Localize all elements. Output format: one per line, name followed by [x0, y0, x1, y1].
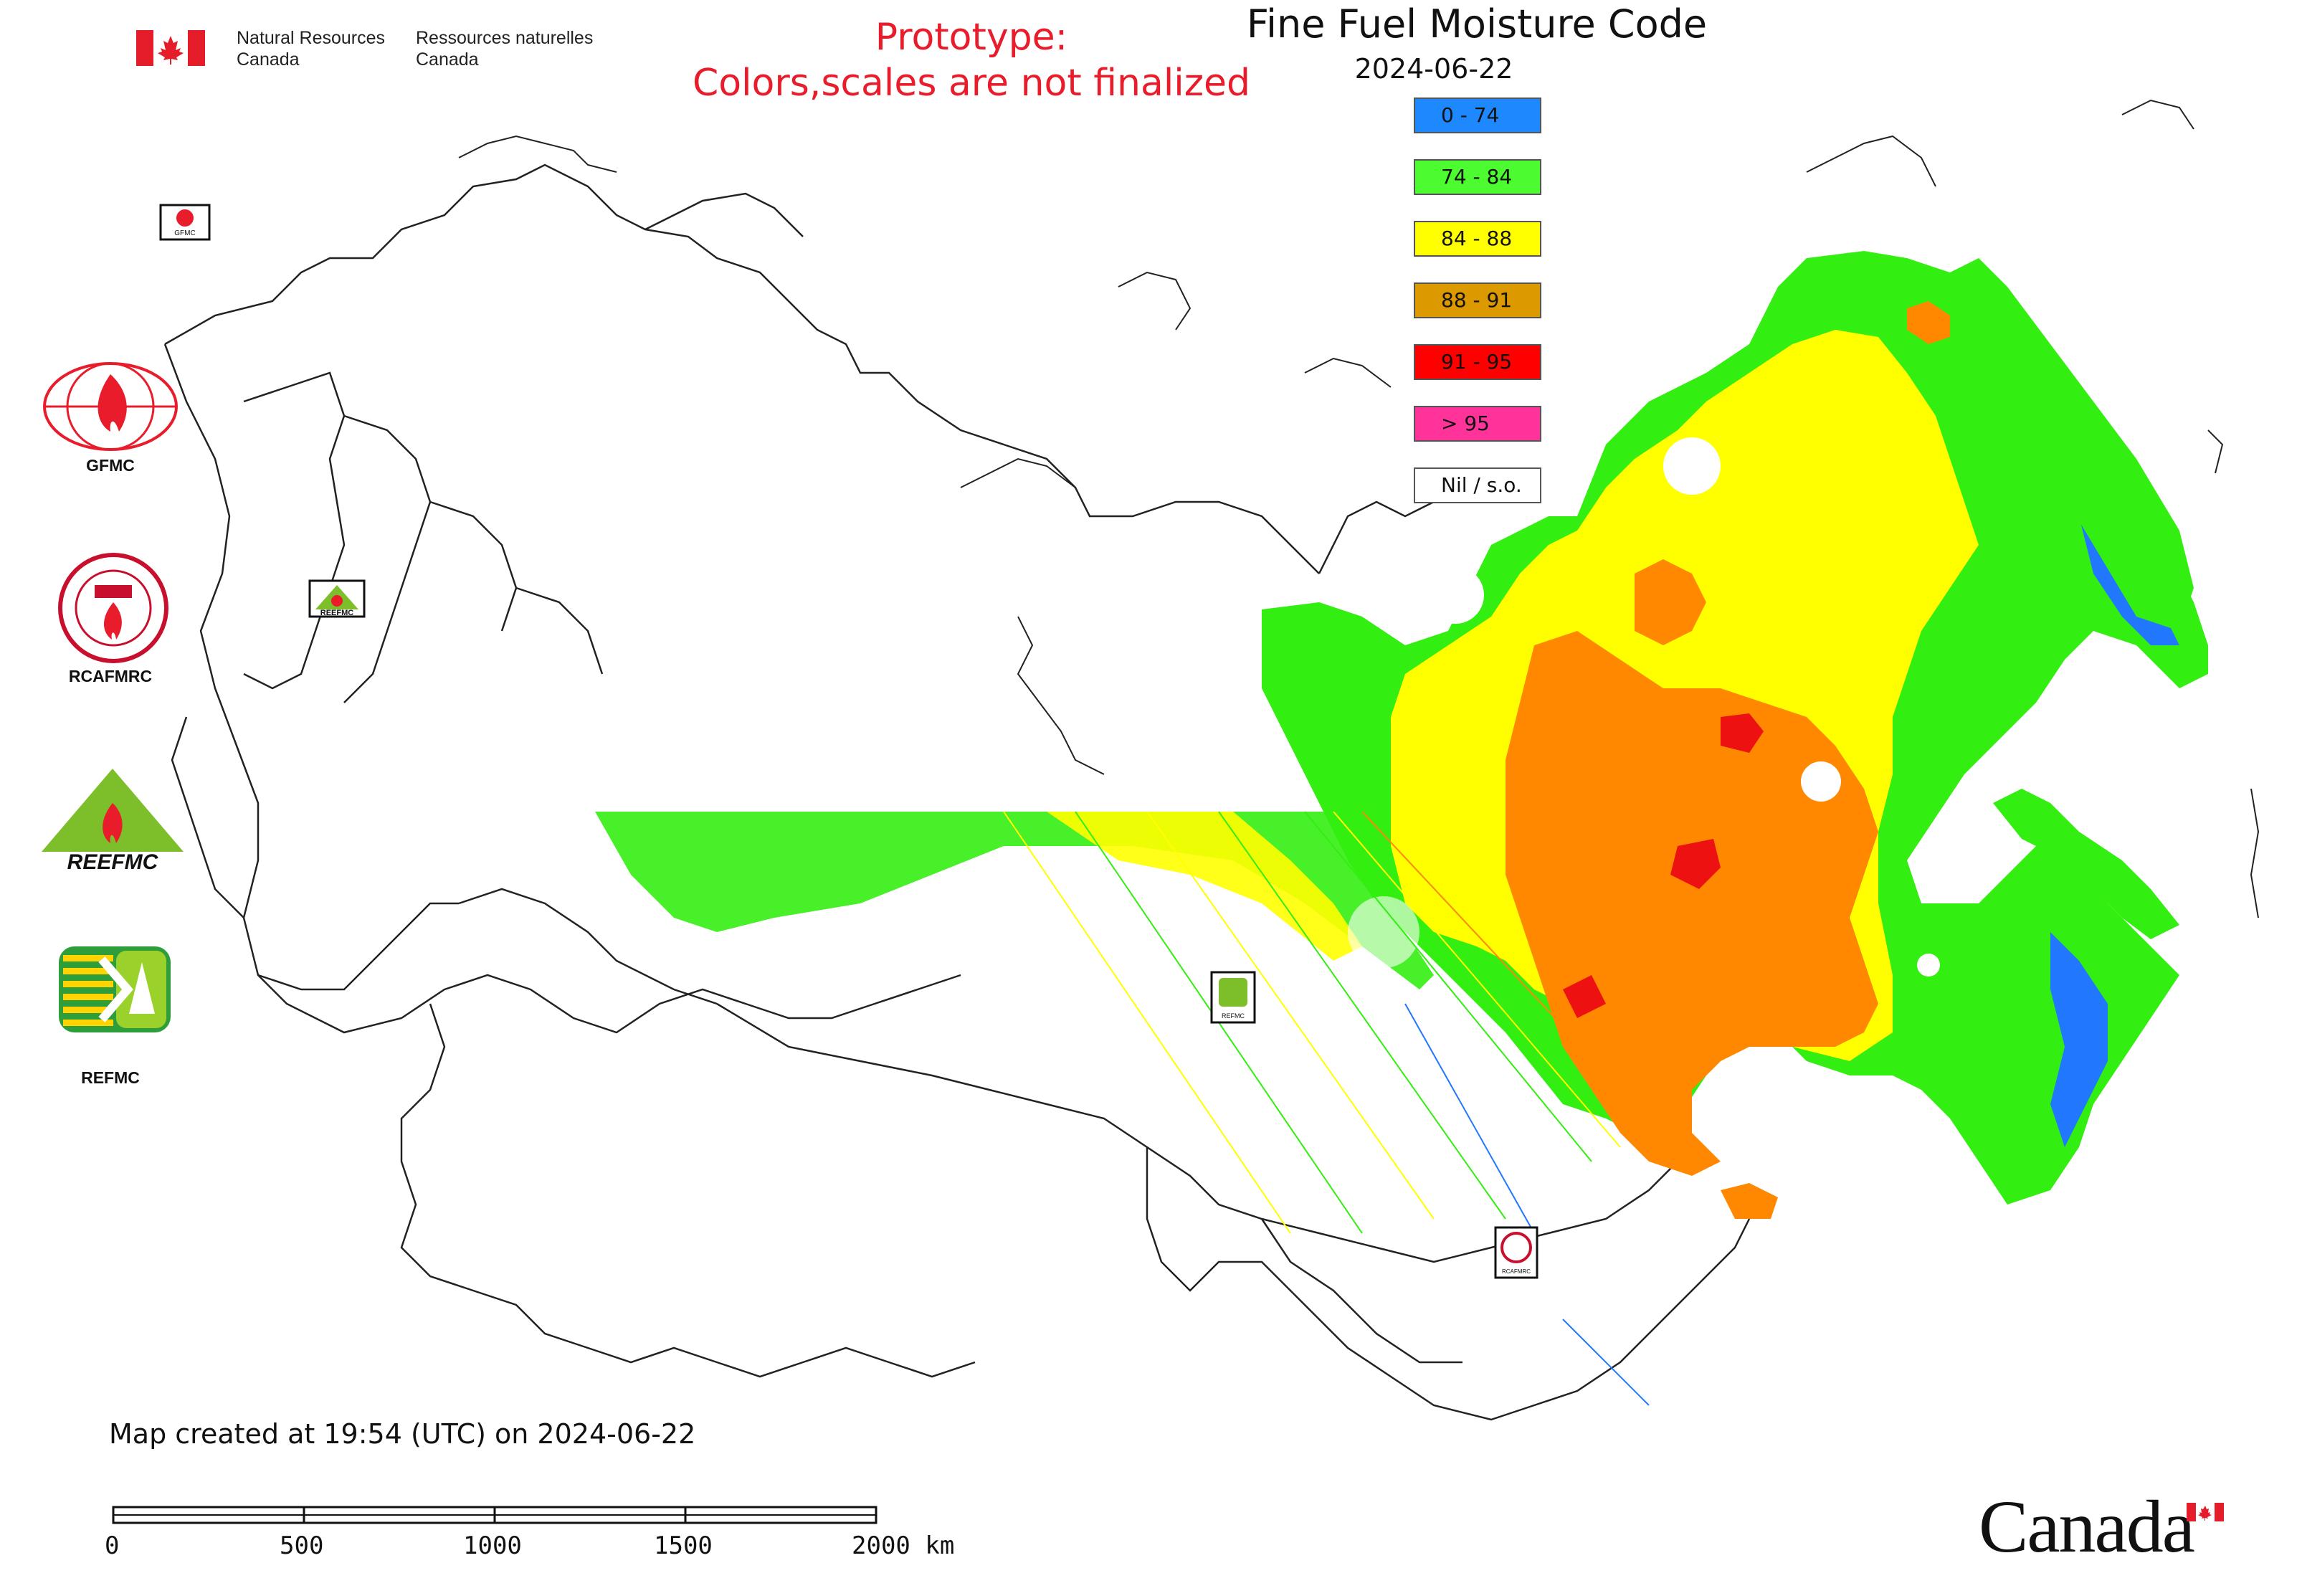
- scale-label-0: 0: [105, 1531, 120, 1560]
- legend-item-74-84: 74 - 84: [1414, 159, 1541, 195]
- legend-item-over-95: > 95: [1414, 406, 1541, 442]
- scale-label-1500: 1500: [654, 1531, 713, 1560]
- nil-hole-4: [1348, 896, 1419, 968]
- region-blue-southeast: [2050, 932, 2108, 1147]
- map-created-timestamp: Map created at 19:54 (UTC) on 2024-06-22: [109, 1418, 696, 1450]
- rcafmrc-marker-label: RCAFMRC: [1502, 1268, 1531, 1275]
- nrcan-en-line1: Natural Resources: [237, 28, 386, 48]
- nrcan-name-english: Natural Resources Canada: [237, 27, 385, 70]
- refmc-label: REFMC: [81, 1068, 140, 1087]
- refmc-logo: [59, 946, 171, 1032]
- region-red-1: [1721, 713, 1764, 753]
- nrcan-fr-line1: Ressources naturelles: [416, 28, 594, 48]
- legend-label: 84 - 88: [1441, 227, 1513, 250]
- region-yellow-streaks: [1047, 812, 1362, 961]
- region-orange-island: [1721, 1183, 1778, 1219]
- canada-wordmark-flag-icon: [2187, 1503, 2224, 1521]
- legend-item-84-88: 84 - 88: [1414, 221, 1541, 257]
- scale-label-1000: 1000: [463, 1531, 522, 1560]
- legend-label: 74 - 84: [1441, 165, 1513, 189]
- refmc-marker-label: REFMC: [1222, 1012, 1245, 1020]
- legend-item-91-95: 91 - 95: [1414, 344, 1541, 380]
- reefmc-wordmark: REEFMC: [67, 850, 159, 873]
- legend-label: Nil / s.o.: [1441, 473, 1522, 497]
- nil-hole-6: [1693, 1106, 1719, 1131]
- nil-hole-2: [1427, 566, 1484, 624]
- fwi-fill-regions: [595, 251, 2208, 1219]
- region-green-peninsula: [1993, 789, 2179, 939]
- legend-label: > 95: [1441, 412, 1490, 435]
- reefmc-marker-icon: REEFMC: [308, 579, 366, 618]
- map-title: Fine Fuel Moisture Code: [1246, 1, 1708, 47]
- gfmc-label: GFMC: [86, 456, 135, 475]
- rcafmrc-label: RCAFMRC: [68, 667, 153, 685]
- legend-label: 0 - 74: [1441, 103, 1500, 127]
- canada-wordmark: Canada: [1979, 1484, 2195, 1569]
- nrcan-en-line2: Canada: [237, 49, 300, 70]
- nil-hole-5: [1917, 954, 1940, 977]
- region-red-2: [1670, 839, 1721, 889]
- nil-hole-1: [1663, 437, 1721, 495]
- prototype-notice: Prototype: Colors,scales are not finaliz…: [631, 14, 1312, 106]
- nil-hole-3: [1801, 761, 1841, 802]
- canada-wordmark-text: Canada: [1979, 1486, 2195, 1568]
- rcafmrc-logo: [58, 553, 168, 663]
- coastline-outlines: [458, 99, 2260, 918]
- scale-label-500: 500: [280, 1531, 324, 1560]
- rcafmrc-marker-icon: RCAFMRC: [1494, 1226, 1538, 1279]
- legend-item-nil: Nil / s.o.: [1414, 467, 1541, 503]
- prototype-notice-line2: Colors,scales are not finalized: [692, 62, 1251, 105]
- region-orange-north: [1635, 559, 1706, 645]
- gfmc-logo: [43, 362, 178, 451]
- reefmc-logo: REEFMC: [42, 769, 184, 873]
- nrcan-fr-line2: Canada: [416, 49, 479, 70]
- prototype-notice-line1: Prototype:: [875, 16, 1068, 59]
- region-red-3: [1563, 975, 1606, 1018]
- region-orange-peak: [1907, 301, 1950, 344]
- scale-label-2000: 2000 km: [852, 1531, 955, 1560]
- region-orange-large: [1506, 631, 1878, 1176]
- region-green-far-east: [1950, 258, 2194, 631]
- reefmc-marker-label: REEFMC: [320, 609, 354, 617]
- legend-label: 91 - 95: [1441, 350, 1513, 374]
- legend-item-88-91: 88 - 91: [1414, 282, 1541, 318]
- gfmc-marker-label: GFMC: [174, 229, 195, 237]
- legend-label: 88 - 91: [1441, 288, 1513, 312]
- nrcan-name-french: Ressources naturelles Canada: [416, 27, 593, 70]
- refmc-marker-icon: REFMC: [1210, 971, 1256, 1024]
- canada-flag-icon: [136, 30, 205, 66]
- country-borders: [163, 163, 1751, 1421]
- gfmc-marker-icon: GFMC: [159, 204, 211, 241]
- legend-item-0-74: 0 - 74: [1414, 98, 1541, 133]
- scale-bar: [112, 1506, 877, 1524]
- map-date: 2024-06-22: [1354, 53, 1513, 85]
